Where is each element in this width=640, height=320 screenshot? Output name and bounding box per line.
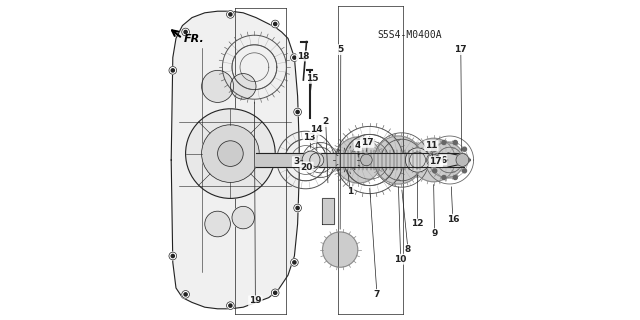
Circle shape xyxy=(229,13,232,16)
Circle shape xyxy=(274,291,277,294)
Circle shape xyxy=(182,28,189,36)
Text: 12: 12 xyxy=(412,220,424,228)
Circle shape xyxy=(429,142,464,178)
Polygon shape xyxy=(172,11,300,309)
Circle shape xyxy=(412,138,456,182)
Circle shape xyxy=(406,148,430,172)
Circle shape xyxy=(428,154,440,166)
Circle shape xyxy=(172,69,174,72)
Circle shape xyxy=(291,259,298,266)
Circle shape xyxy=(202,70,234,102)
Circle shape xyxy=(227,11,234,18)
Circle shape xyxy=(442,140,446,145)
Text: 14: 14 xyxy=(310,125,323,134)
Text: 4: 4 xyxy=(355,141,361,150)
Circle shape xyxy=(361,154,372,166)
Circle shape xyxy=(292,261,296,264)
Text: 17: 17 xyxy=(361,138,374,147)
Circle shape xyxy=(466,158,470,162)
Text: 15: 15 xyxy=(306,74,318,83)
Circle shape xyxy=(184,293,187,296)
Text: 10: 10 xyxy=(394,255,407,264)
Circle shape xyxy=(274,22,277,26)
Circle shape xyxy=(205,211,230,237)
Circle shape xyxy=(453,140,458,145)
Text: 17: 17 xyxy=(429,157,442,166)
Circle shape xyxy=(433,169,436,173)
Text: 11: 11 xyxy=(425,141,438,150)
Circle shape xyxy=(169,252,177,260)
Circle shape xyxy=(184,30,187,34)
Circle shape xyxy=(456,154,468,166)
Circle shape xyxy=(429,158,433,162)
Text: 1: 1 xyxy=(348,188,353,196)
Circle shape xyxy=(335,137,381,183)
Text: S5S4-M0400A: S5S4-M0400A xyxy=(378,30,442,40)
Circle shape xyxy=(202,125,259,182)
Text: 8: 8 xyxy=(405,245,411,254)
Text: 6: 6 xyxy=(440,156,446,164)
Text: 7: 7 xyxy=(374,290,380,299)
Circle shape xyxy=(323,232,358,267)
Text: 13: 13 xyxy=(303,133,316,142)
Circle shape xyxy=(291,54,298,61)
Circle shape xyxy=(310,153,324,167)
Circle shape xyxy=(433,147,436,151)
Text: 19: 19 xyxy=(249,296,262,305)
Circle shape xyxy=(169,67,177,74)
Circle shape xyxy=(294,108,301,116)
Text: 2: 2 xyxy=(323,117,329,126)
Circle shape xyxy=(172,254,174,258)
Circle shape xyxy=(232,206,254,229)
Text: 16: 16 xyxy=(447,215,459,224)
Text: FR.: FR. xyxy=(184,34,205,44)
Circle shape xyxy=(427,153,441,167)
Circle shape xyxy=(374,136,422,184)
Circle shape xyxy=(302,151,320,169)
Circle shape xyxy=(218,141,243,166)
Circle shape xyxy=(271,20,279,28)
Circle shape xyxy=(271,289,279,297)
Circle shape xyxy=(186,109,275,198)
Circle shape xyxy=(292,56,296,59)
Circle shape xyxy=(182,291,189,298)
Text: 9: 9 xyxy=(431,229,438,238)
Text: 17: 17 xyxy=(454,45,467,54)
Circle shape xyxy=(463,169,467,173)
Text: 18: 18 xyxy=(297,52,310,60)
Circle shape xyxy=(453,175,458,180)
Circle shape xyxy=(296,110,300,114)
Text: 3: 3 xyxy=(293,157,299,166)
Circle shape xyxy=(463,147,467,151)
Text: 20: 20 xyxy=(300,163,313,172)
Circle shape xyxy=(442,175,446,180)
Circle shape xyxy=(294,204,301,212)
Text: 5: 5 xyxy=(338,45,344,54)
Circle shape xyxy=(227,302,234,309)
Circle shape xyxy=(296,206,300,210)
Circle shape xyxy=(229,304,232,307)
Circle shape xyxy=(230,74,256,99)
